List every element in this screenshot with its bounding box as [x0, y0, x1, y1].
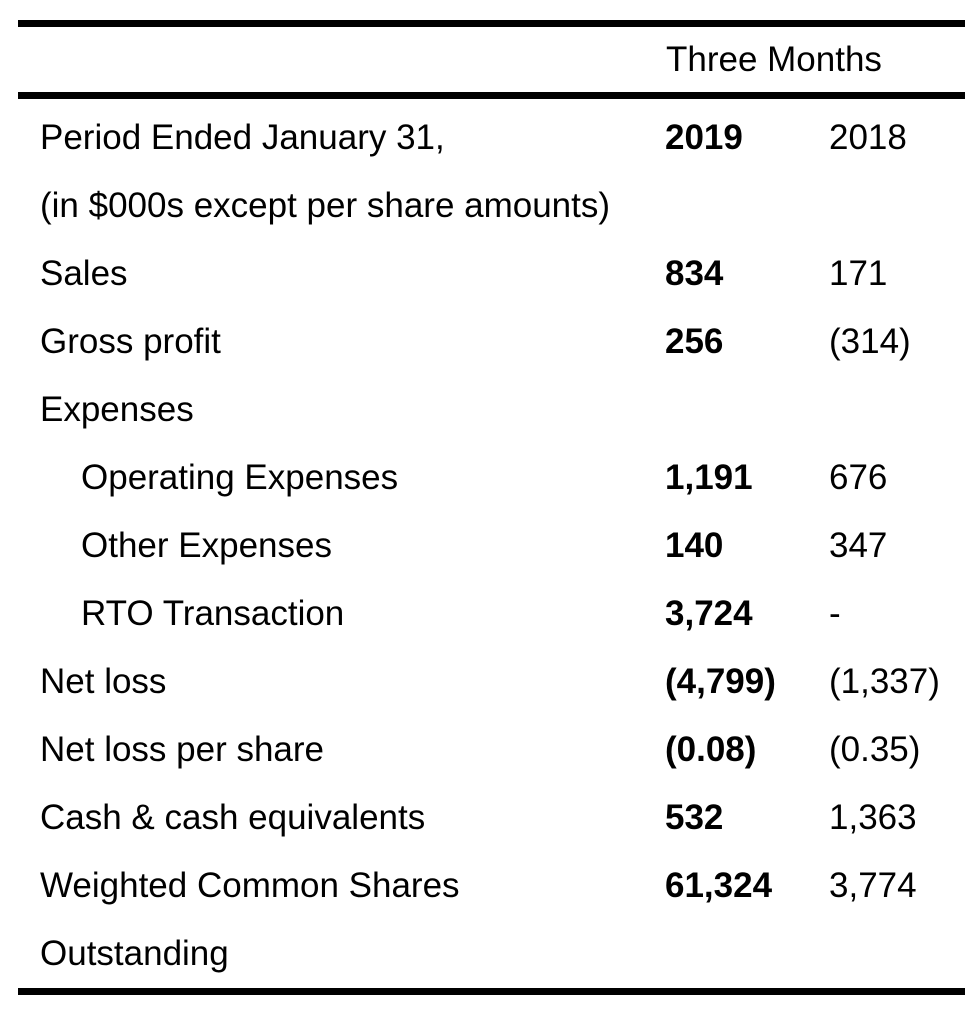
value-2019: 3,724 [665, 594, 753, 633]
table-row: Net loss (4,799) (1,337) [18, 648, 965, 716]
column-header-2018: 2018 [829, 118, 907, 157]
row-label: Period Ended January 31, [40, 118, 445, 157]
value-2019: 1,191 [665, 458, 753, 497]
value-2018: 347 [829, 526, 888, 565]
row-label: Sales [40, 254, 128, 293]
table-row: Gross profit 256 (314) [18, 308, 965, 376]
table-row: RTO Transaction 3,724 - [18, 580, 965, 648]
value-2018: 171 [829, 254, 888, 293]
table-row: Period Ended January 31, 2019 2018 [18, 104, 965, 172]
value-2019: 834 [665, 254, 724, 293]
value-2019: 256 [665, 322, 724, 361]
table-body: Period Ended January 31, 2019 2018 (in $… [18, 99, 965, 988]
table-row: Cash & cash equivalents 532 1,363 [18, 784, 965, 852]
row-label: Expenses [40, 390, 194, 429]
value-2018: 3,774 [829, 866, 917, 905]
value-2018: (1,337) [829, 662, 940, 701]
value-2018: 1,363 [829, 798, 917, 837]
value-2019: 61,324 [665, 866, 773, 905]
table-row: Sales 834 171 [18, 240, 965, 308]
value-2018: (0.35) [829, 730, 921, 769]
table-row: Weighted Common Shares 61,324 3,774 [18, 852, 965, 920]
value-2019: 140 [665, 526, 724, 565]
row-label: Operating Expenses [81, 458, 399, 497]
row-label: Outstanding [40, 934, 229, 973]
table: Three Months Period Ended January 31, 20… [18, 20, 965, 995]
table-row: (in $000s except per share amounts) [18, 172, 965, 240]
value-2019: (0.08) [665, 730, 757, 769]
row-label: Net loss [40, 662, 167, 701]
row-label: (in $000s except per share amounts) [40, 186, 611, 225]
top-rule [18, 20, 965, 27]
row-label: Weighted Common Shares [40, 866, 460, 905]
table-row: Other Expenses 140 347 [18, 512, 965, 580]
value-2018: 676 [829, 458, 888, 497]
row-label: Gross profit [40, 322, 221, 361]
row-label: Other Expenses [81, 526, 332, 565]
header-rule [18, 92, 965, 99]
row-label: Cash & cash equivalents [40, 798, 426, 837]
table-header-band: Three Months [18, 27, 965, 92]
table-row: Net loss per share (0.08) (0.35) [18, 716, 965, 784]
column-header-2019: 2019 [665, 118, 743, 157]
value-2018: - [829, 594, 841, 633]
value-2019: 532 [665, 798, 724, 837]
row-label: RTO Transaction [81, 594, 345, 633]
table-header-three-months: Three Months [666, 39, 882, 79]
value-2019: (4,799) [665, 662, 776, 701]
row-label: Net loss per share [40, 730, 325, 769]
value-2018: (314) [829, 322, 911, 361]
bottom-rule [18, 988, 965, 995]
table-row: Outstanding [18, 920, 965, 988]
table-row: Expenses [18, 376, 965, 444]
table-row: Operating Expenses 1,191 676 [18, 444, 965, 512]
